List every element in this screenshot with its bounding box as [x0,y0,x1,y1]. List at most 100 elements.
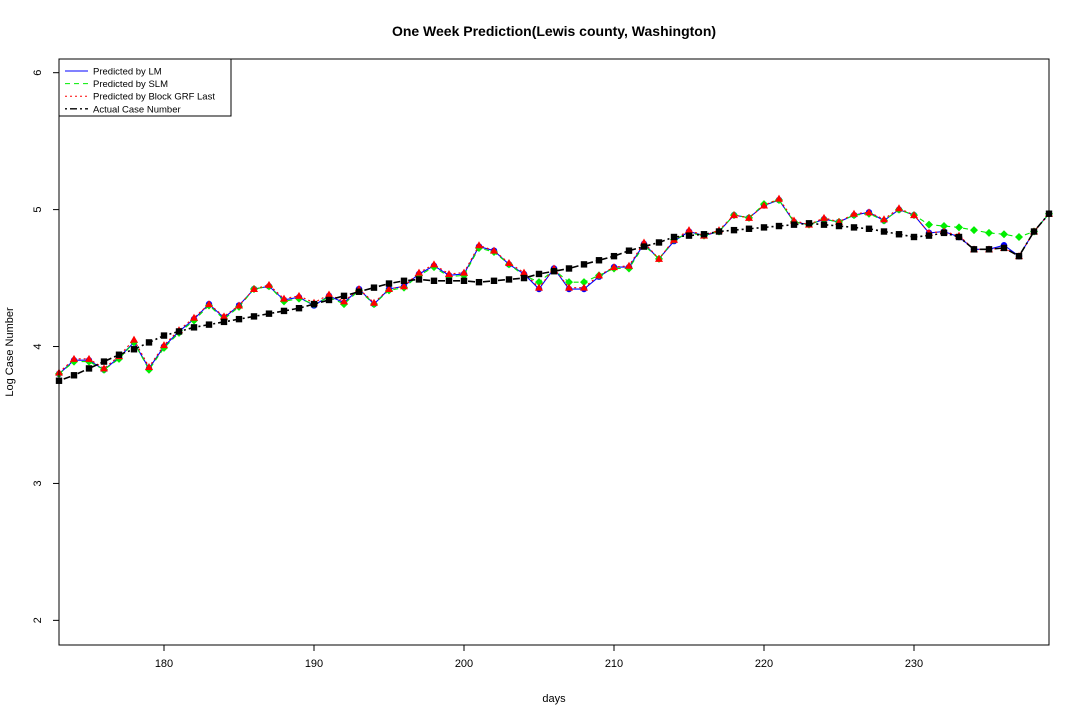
legend-label: Predicted by Block GRF Last [93,92,215,103]
data-point [310,300,318,308]
data-point [895,231,903,238]
data-point [520,274,528,282]
data-point [385,280,393,287]
data-point [430,277,438,285]
data-point [1000,244,1008,252]
data-point [970,226,978,235]
data-point [685,226,693,234]
data-point [595,257,603,264]
data-point [775,222,783,230]
data-point [535,270,543,278]
data-point [925,220,933,229]
data-point [655,239,663,246]
data-point [625,261,633,269]
data-point [145,339,153,346]
data-point [115,351,123,358]
data-point [985,228,993,237]
data-point [1000,230,1008,239]
data-point [430,260,438,268]
data-point [940,229,948,237]
data-point [145,363,153,371]
data-point [280,307,288,315]
data-point [880,215,888,223]
data-point [610,252,618,260]
data-point [220,318,228,326]
data-point [850,224,858,231]
data-point [235,301,243,309]
data-point [745,213,753,221]
data-point [865,208,873,216]
data-point [475,241,483,249]
data-point [235,315,243,323]
data-point [1015,232,1023,241]
data-point [715,228,723,235]
y-axis-label: Log Case Number [4,307,16,397]
data-point [730,226,738,234]
data-point [415,268,423,276]
series-line [58,213,1050,382]
x-axis: 180 190 200 210 220 230 [155,645,923,670]
data-point [760,224,768,231]
data-point [565,278,573,287]
data-point [250,313,258,320]
y-tick-label: 4 [32,343,44,349]
data-point [220,312,228,320]
x-tick-label: 200 [455,658,473,670]
series-2 [55,194,1053,376]
series-line [58,199,1050,375]
data-point [370,298,378,306]
data-point [985,246,993,253]
data-point [400,282,408,290]
data-point [505,276,513,283]
data-point [925,232,933,239]
data-point [85,354,93,362]
data-point [820,213,828,221]
data-point [865,225,873,232]
y-tick-label: 3 [32,480,44,486]
data-point [265,280,273,288]
data-point [955,223,963,232]
legend-label: Predicted by LM [93,67,162,78]
x-tick-label: 190 [305,658,323,670]
data-point [970,246,978,253]
data-point [745,225,753,232]
data-point [520,268,528,276]
x-tick-label: 180 [155,658,173,670]
data-point [160,332,168,339]
data-point [460,268,468,276]
x-axis-label: days [542,693,566,705]
data-point [790,221,798,228]
data-point [535,283,543,291]
y-tick-label: 5 [32,207,44,213]
data-point [325,296,333,304]
data-point [595,271,603,279]
data-point [760,201,768,209]
data-point [370,284,378,291]
data-point [610,263,618,271]
data-point [130,335,138,343]
data-point [295,304,303,312]
legend-label: Predicted by SLM [93,79,168,90]
data-point [85,365,93,372]
data-point [670,233,678,241]
data-point [940,222,948,231]
data-point [685,232,693,239]
data-point [565,265,573,272]
data-point [400,277,408,285]
data-point [445,277,453,285]
data-point [175,328,183,335]
data-point [475,278,483,286]
data-point [700,231,708,238]
data-point [295,291,303,299]
legend-box [58,58,232,117]
data-point [205,321,213,328]
series-0 [55,196,1053,378]
data-point [565,283,573,291]
data-point [550,268,558,275]
data-point [730,211,738,219]
data-point [625,247,633,254]
data-point [160,341,168,349]
data-point [385,285,393,293]
